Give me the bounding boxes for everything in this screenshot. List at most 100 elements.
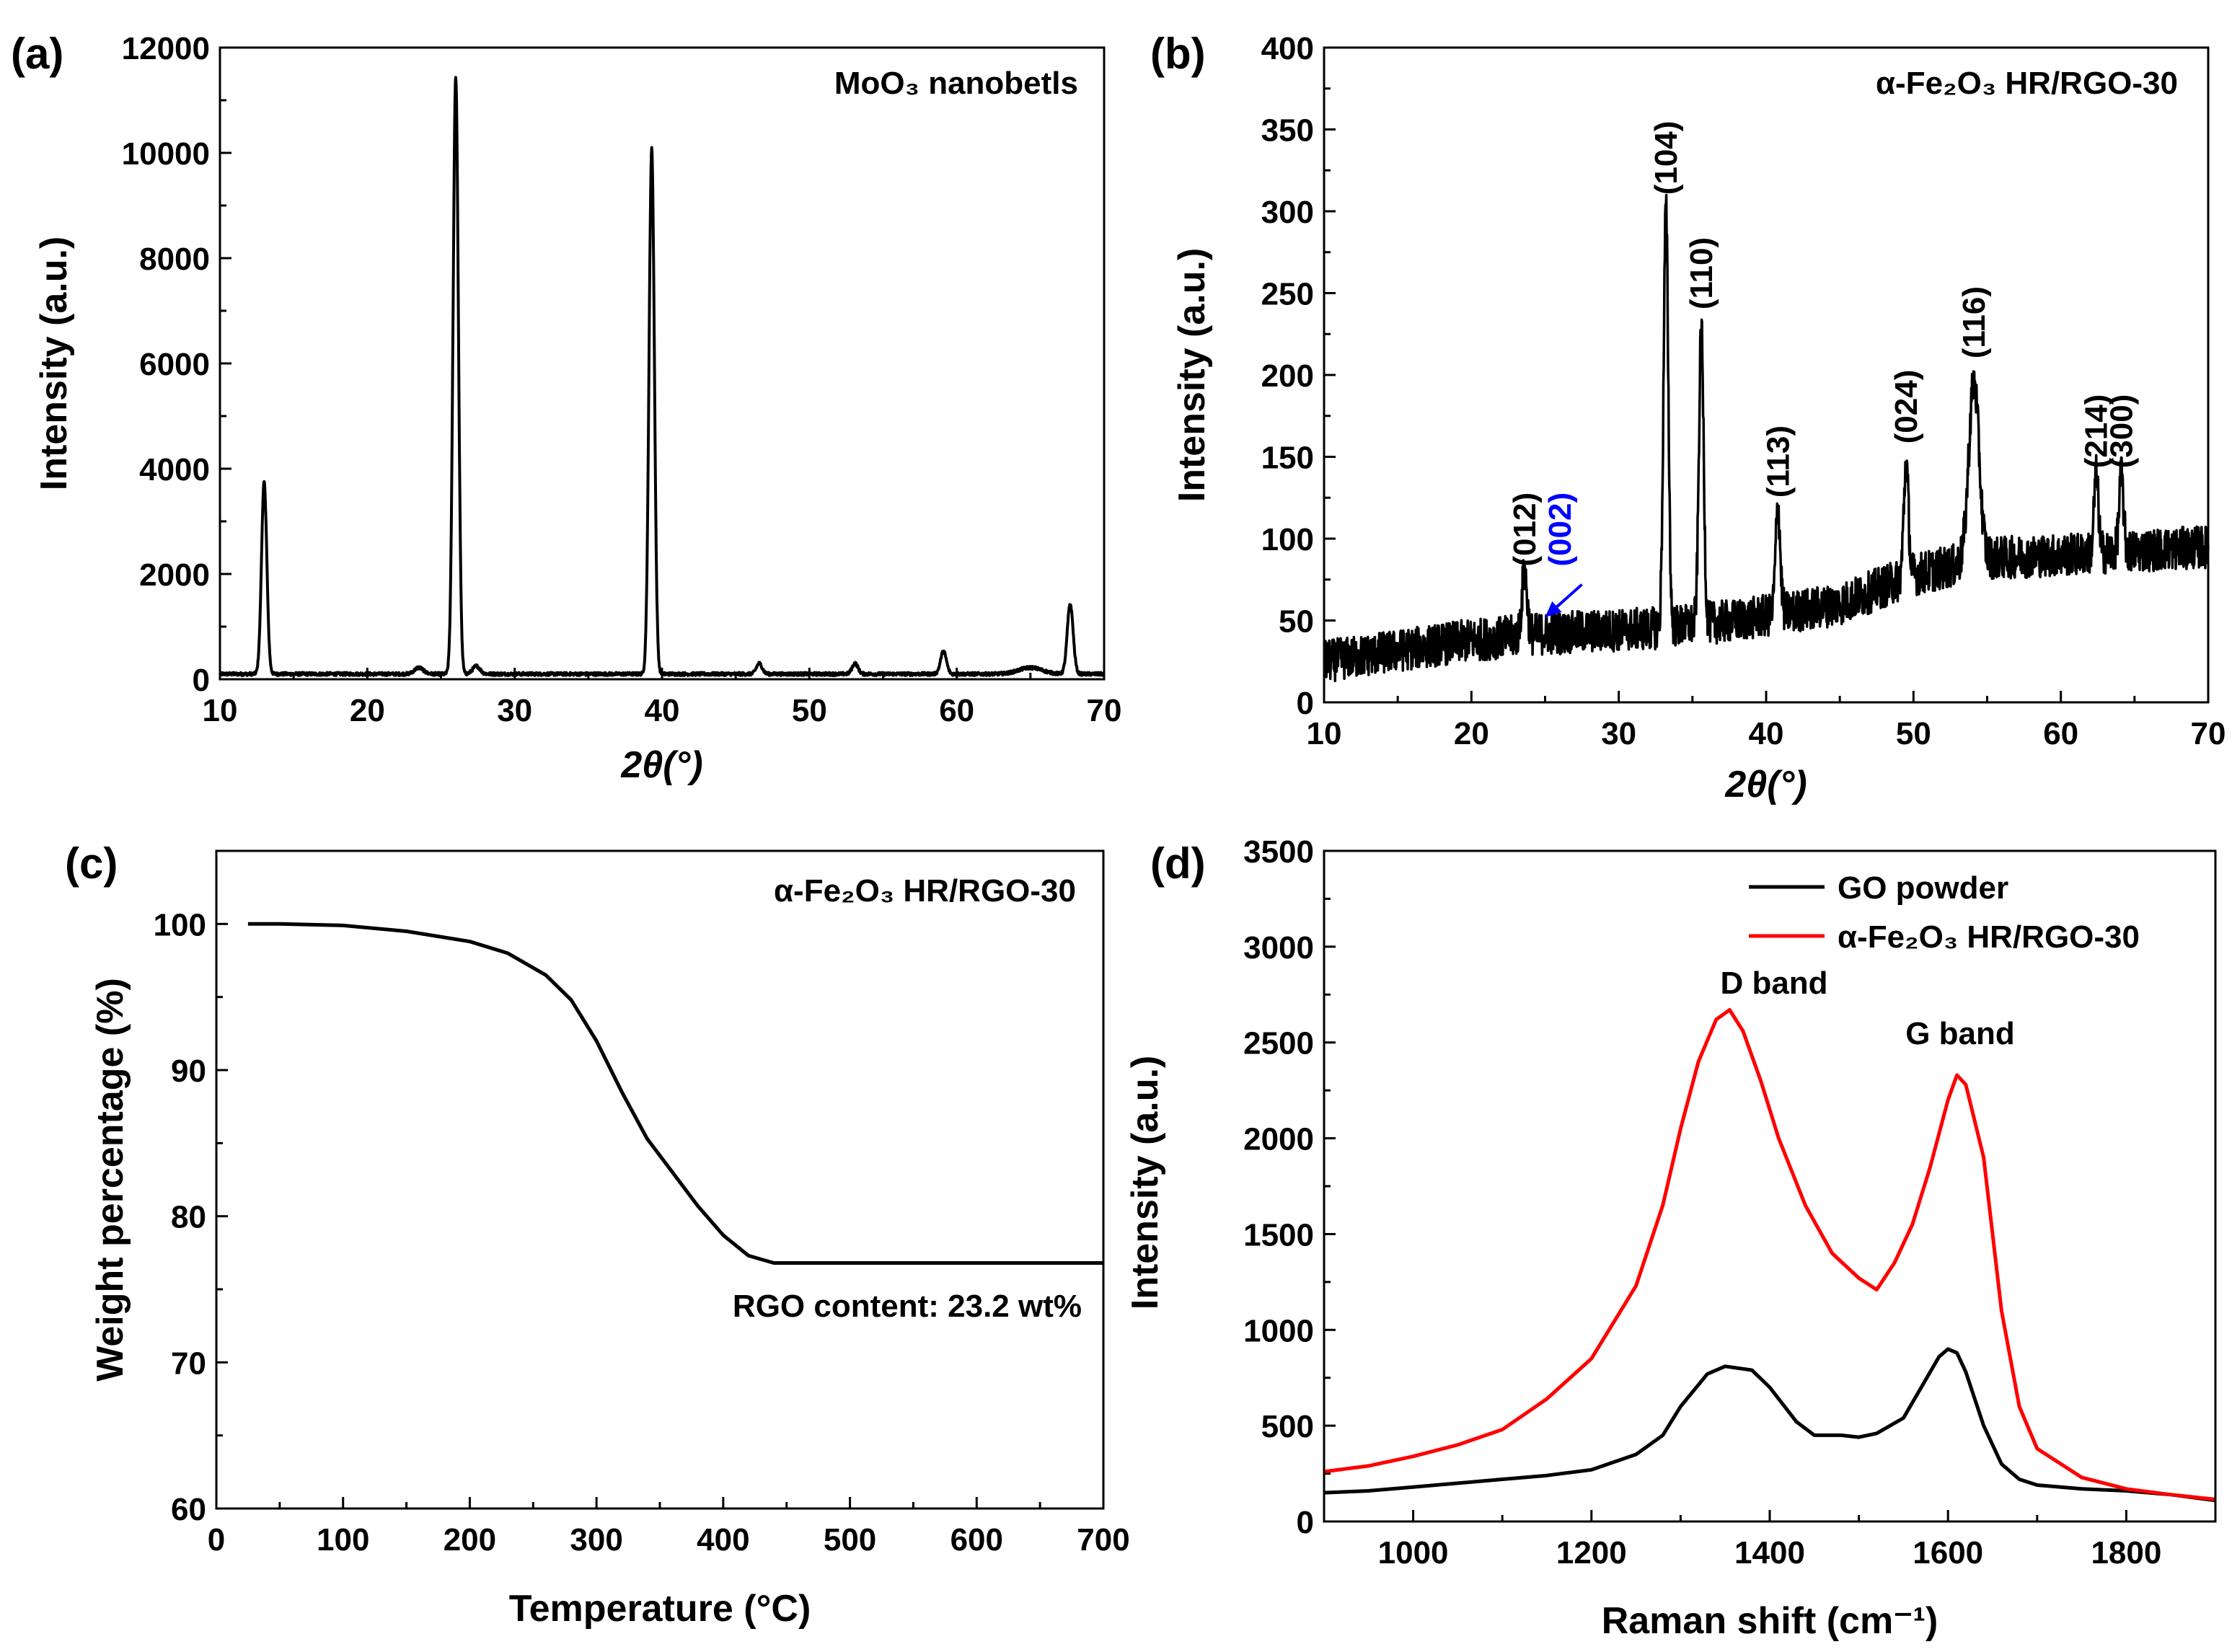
legend-label-go: GO powder bbox=[1838, 870, 2008, 906]
panel-c-xtick-label: 500 bbox=[824, 1522, 876, 1558]
panel-d-ytick-label: 1000 bbox=[1243, 1313, 1314, 1348]
panel-a-frame bbox=[219, 46, 1106, 681]
panel-d-xtick-label: 1200 bbox=[1556, 1535, 1627, 1571]
panel-b-ytick-label: 400 bbox=[1261, 31, 1314, 66]
panel-a-ytick-label: 4000 bbox=[139, 452, 210, 487]
panel-a-annotation: MoO₃ nanobetls bbox=[834, 66, 1078, 101]
panel-a-ytick-label: 6000 bbox=[139, 347, 210, 382]
panel-c-series-layer bbox=[247, 922, 1103, 1265]
panel-a-ytick-label: 8000 bbox=[139, 242, 210, 277]
panel-d-ytick-label: 1500 bbox=[1243, 1217, 1314, 1253]
panel-c-xtick-label: 200 bbox=[444, 1522, 496, 1558]
panel-b-ytick-label: 0 bbox=[1297, 686, 1314, 721]
panel-b-series-layer bbox=[1323, 193, 2210, 683]
panel-d-ticks: 1000 1200 1400 1600 1800 0 500 1000 1500 2000 2500… bbox=[1243, 834, 2161, 1571]
panel-a-xtick-label: 70 bbox=[1087, 693, 1122, 728]
panel-a-series-layer bbox=[219, 76, 1106, 677]
panel-b-peak-label: (116) bbox=[1957, 286, 1992, 358]
panel-d-series-layer bbox=[1323, 1008, 2216, 1503]
panel-b-xtick-label: 60 bbox=[2043, 716, 2078, 751]
panel-b-xtick-label: 40 bbox=[1749, 716, 1784, 751]
panel-d-xtick-label: 1800 bbox=[2091, 1535, 2161, 1571]
panel-b-xtick-label: 70 bbox=[2191, 716, 2226, 751]
panel-b-xlabel: 2θ(°) bbox=[1724, 764, 1807, 805]
panel-b-ytick-label: 50 bbox=[1279, 604, 1314, 640]
panel-d-ytick-label: 500 bbox=[1261, 1409, 1314, 1444]
panel-b-arrow-head bbox=[1545, 601, 1562, 617]
panel-a-ticks: 10 20 30 40 50 60 70 0 2000 4000 6000 8000 10000 1200… bbox=[122, 31, 1122, 728]
panel-d-annotation-g-band: G band bbox=[1905, 1016, 2015, 1051]
panel-d-annotation-d-band: D band bbox=[1720, 966, 1827, 1001]
panel-b-ticks: 10 20 30 40 50 60 70 0 50 100 150 200 250 300 350 400 bbox=[1261, 31, 2226, 751]
panel-a-xtick-label: 60 bbox=[939, 693, 974, 728]
panel-b-ytick-label: 300 bbox=[1261, 195, 1314, 230]
panel-c-xtick-label: 0 bbox=[208, 1522, 225, 1558]
panel-b-annotation: α-Fe₂O₃ HR/RGO-30 bbox=[1876, 66, 2178, 101]
panel-b-peak-label: (002) bbox=[1543, 492, 1578, 567]
panel-d-label: (d) bbox=[1150, 839, 1206, 888]
panel-d-frame bbox=[1323, 849, 2217, 1523]
panel-b-peak-label: (300) bbox=[2104, 394, 2139, 469]
panel-b-xtick-label: 30 bbox=[1601, 716, 1636, 751]
panel-c-frame bbox=[215, 849, 1105, 1510]
panel-c-xtick-label: 300 bbox=[570, 1522, 622, 1558]
panel-d-legend: GO powder α-Fe₂O₃ HR/RGO-30 bbox=[1749, 870, 2140, 955]
panel-a-ytick-label: 10000 bbox=[122, 136, 210, 172]
panel-c-xtick-label: 400 bbox=[697, 1522, 749, 1558]
panel-c: (c) 0 100 200 300 400 500 600 700 60 70 80 90 100 α-… bbox=[65, 839, 1130, 1630]
panel-b-label: (b) bbox=[1150, 30, 1206, 78]
panel-b-ytick-label: 100 bbox=[1261, 522, 1314, 557]
panel-b-series-line bbox=[1323, 193, 2210, 683]
panel-d-xtick-label: 1400 bbox=[1734, 1535, 1805, 1571]
panel-b-ytick-label: 200 bbox=[1261, 358, 1314, 394]
panel-a-ytick-label: 12000 bbox=[122, 31, 210, 66]
panel-b-peak-label: (012) bbox=[1507, 492, 1543, 567]
panel-b-ytick-label: 250 bbox=[1261, 277, 1314, 312]
panel-c-xtick-label: 100 bbox=[317, 1522, 369, 1558]
panel-b-peak-label: (113) bbox=[1760, 425, 1796, 498]
panel-a-xtick-label: 20 bbox=[350, 693, 385, 728]
panel-d-xtick-label: 1600 bbox=[1913, 1535, 1983, 1571]
panel-c-xlabel: Temperature (°C) bbox=[509, 1588, 811, 1630]
panel-a-ytick-label: 2000 bbox=[139, 557, 210, 593]
panel-d-ytick-label: 3000 bbox=[1243, 930, 1314, 966]
panel-d-ytick-label: 3500 bbox=[1243, 834, 1314, 870]
legend-label-fe2o3: α-Fe₂O₃ HR/RGO-30 bbox=[1838, 919, 2140, 955]
panel-b-peak-label: (104) bbox=[1649, 121, 1684, 195]
panel-c-xtick-label: 600 bbox=[950, 1522, 1003, 1558]
panel-c-ytick-label: 90 bbox=[171, 1054, 206, 1089]
panel-a-ytick-label: 0 bbox=[193, 663, 210, 698]
panel-d-ytick-label: 2000 bbox=[1243, 1122, 1314, 1157]
panel-d: (d) 1000 1200 1400 1600 1800 0 500 1000 1500 2000… bbox=[1124, 834, 2217, 1642]
panel-c-ytick-label: 100 bbox=[154, 907, 206, 942]
panel-a: (a) 10 20 30 40 50 60 70 0 2000 4000 6000 8000 10000… bbox=[11, 30, 1121, 786]
panel-b-peak-label: (214) bbox=[2079, 394, 2114, 469]
panel-c-ytick-label: 70 bbox=[171, 1346, 206, 1381]
panel-a-xtick-label: 50 bbox=[792, 693, 827, 728]
panel-d-series-fe2o3 bbox=[1323, 1008, 2216, 1501]
panel-b-xtick-label: 10 bbox=[1307, 716, 1342, 751]
panel-d-ytick-label: 0 bbox=[1297, 1505, 1314, 1540]
panel-d-ytick-label: 2500 bbox=[1243, 1026, 1314, 1061]
panel-b-peak-labels: (012) (002) (104) (110) (113) (024) (116) (214)… bbox=[1507, 121, 2140, 567]
panel-b-ylabel: Intensity (a.u.) bbox=[1171, 248, 1213, 502]
panel-a-label: (a) bbox=[11, 30, 63, 78]
panel-c-ytick-label: 60 bbox=[171, 1492, 206, 1527]
panel-d-xlabel: Raman shift (cm⁻¹) bbox=[1602, 1600, 1938, 1642]
panel-d-ylabel: Intensity (a.u.) bbox=[1124, 1056, 1166, 1309]
panel-a-ylabel: Intensity (a.u.) bbox=[33, 237, 75, 490]
panel-a-xtick-label: 30 bbox=[497, 693, 532, 728]
panel-c-series-line bbox=[247, 922, 1103, 1265]
panel-a-xlabel: 2θ(°) bbox=[620, 744, 702, 786]
panel-b-xtick-label: 50 bbox=[1896, 716, 1931, 751]
panel-a-xtick-label: 10 bbox=[203, 693, 238, 728]
panel-c-label: (c) bbox=[65, 839, 118, 888]
panel-b: (b) 10 20 30 40 50 60 70 0 50 100 150 200 250 300 350 4… bbox=[1150, 30, 2226, 805]
panel-c-ticks: 0 100 200 300 400 500 600 700 60 70 80 90 100 bbox=[154, 907, 1130, 1558]
panel-b-ytick-label: 350 bbox=[1261, 113, 1314, 149]
panel-c-ylabel: Weight percentage (%) bbox=[89, 978, 131, 1382]
panel-c-annotation: α-Fe₂O₃ HR/RGO-30 bbox=[774, 873, 1076, 909]
panel-c-annotation-rgo: RGO content: 23.2 wt% bbox=[733, 1289, 1082, 1324]
